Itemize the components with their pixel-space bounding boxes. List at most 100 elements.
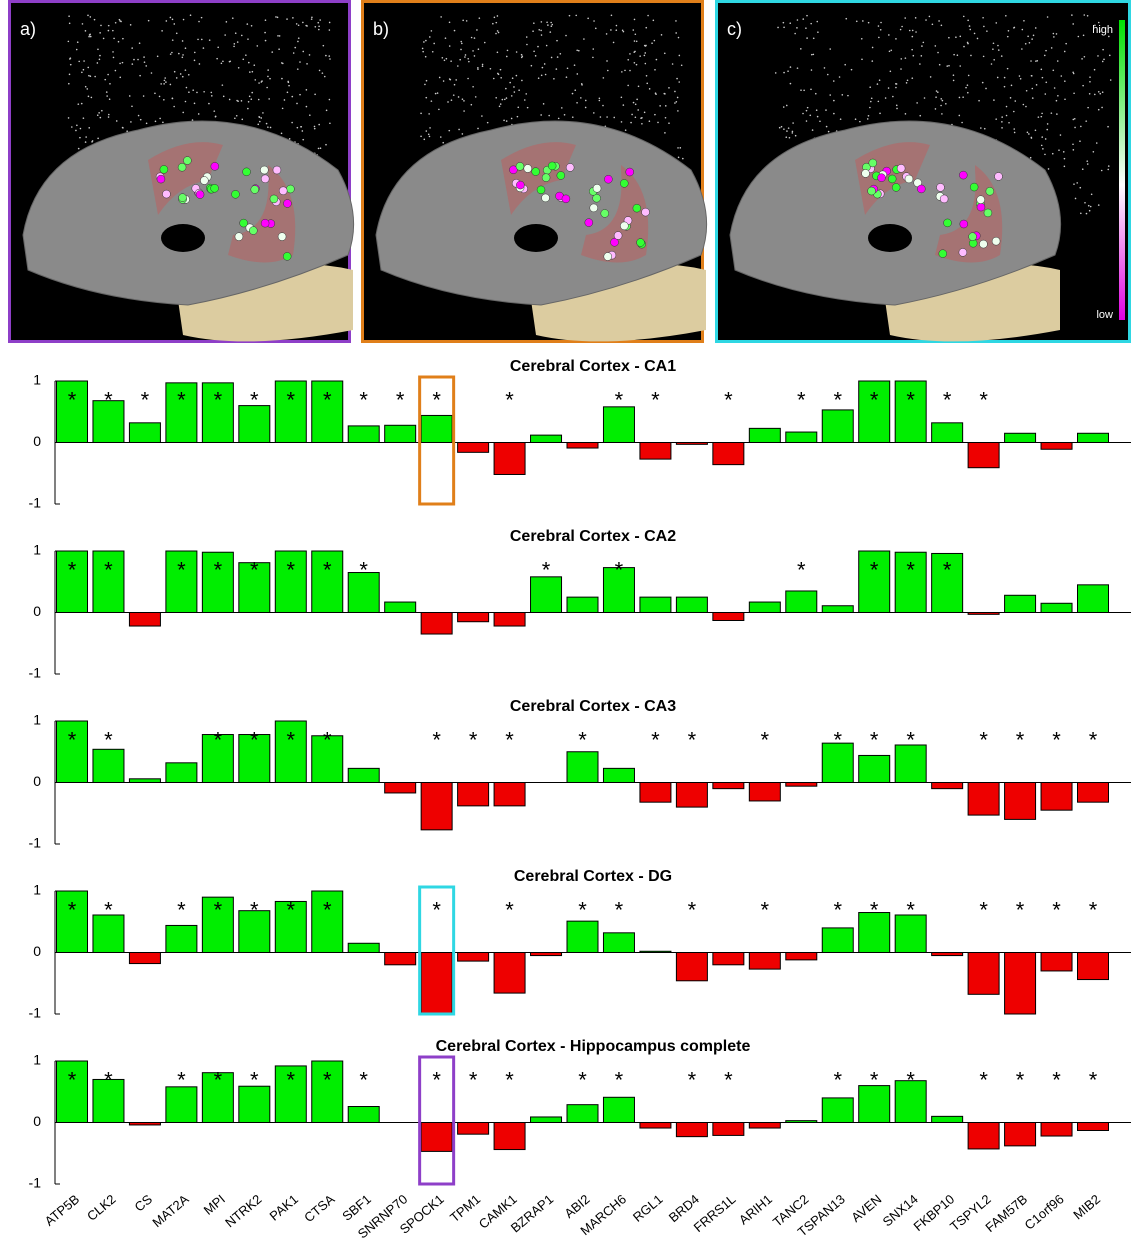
star-dot [576, 49, 578, 51]
star-dot [1044, 154, 1046, 156]
star-dot [522, 55, 524, 57]
star-dot [911, 49, 913, 51]
star-dot [1021, 48, 1023, 50]
star-dot [610, 29, 612, 31]
star-dot [572, 116, 574, 118]
star-dot [585, 107, 587, 109]
star-dot [443, 80, 445, 82]
star-dot [217, 46, 219, 48]
star-dot [258, 82, 260, 84]
star-dot [855, 118, 857, 120]
star-dot [68, 83, 70, 85]
star-dot [828, 131, 830, 133]
sample-sphere [283, 252, 291, 260]
star-dot [948, 37, 950, 39]
star-dot [429, 36, 431, 38]
star-dot [329, 122, 331, 124]
star-dot [659, 105, 661, 107]
star-dot [970, 55, 972, 57]
star-dot [173, 106, 175, 108]
star-dot [845, 18, 847, 20]
star-dot [109, 98, 111, 100]
star-dot [930, 76, 932, 78]
bar [640, 783, 671, 803]
star-dot [1028, 133, 1030, 135]
star-dot [524, 99, 526, 101]
star-dot [68, 117, 70, 119]
star-dot [1052, 70, 1054, 72]
y-tick-label: 1 [33, 712, 41, 728]
chart-title: Cerebral Cortex - Hippocampus complete [436, 1038, 751, 1055]
star-dot [527, 107, 529, 109]
star-dot [131, 105, 133, 107]
significance-star: * [432, 388, 441, 413]
significance-star: * [359, 1068, 368, 1093]
star-dot [543, 103, 545, 105]
bar [494, 613, 525, 627]
star-dot [198, 21, 200, 23]
star-dot [471, 104, 473, 106]
significance-star: * [724, 388, 733, 413]
star-dot [120, 21, 122, 23]
star-dot [676, 78, 678, 80]
star-dot [182, 54, 184, 56]
chart-title: Cerebral Cortex - CA1 [510, 358, 676, 375]
star-dot [182, 76, 184, 78]
star-dot [471, 37, 473, 39]
star-dot [622, 30, 624, 32]
star-dot [911, 77, 913, 79]
sample-sphere [178, 163, 186, 171]
star-dot [800, 48, 802, 50]
star-dot [557, 56, 559, 58]
star-dot [318, 124, 320, 126]
star-dot [912, 36, 914, 38]
star-dot [422, 48, 424, 50]
star-dot [94, 76, 96, 78]
sample-sphere [566, 163, 574, 171]
star-dot [429, 136, 431, 138]
bar [494, 953, 525, 994]
star-dot [564, 114, 566, 116]
star-dot [322, 72, 324, 74]
star-dot [813, 37, 815, 39]
star-dot [878, 37, 880, 39]
star-dot [1056, 100, 1058, 102]
star-dot [444, 59, 446, 61]
star-dot [856, 20, 858, 22]
star-dot [595, 28, 597, 30]
star-dot [463, 110, 465, 112]
y-tick-label: 0 [33, 603, 41, 619]
star-dot [959, 65, 961, 67]
star-dot [1042, 77, 1044, 79]
sample-sphere [878, 174, 886, 182]
significance-star: * [870, 388, 879, 413]
bar [968, 953, 999, 995]
star-dot [309, 114, 311, 116]
star-dot [291, 96, 293, 98]
star-dot [107, 74, 109, 76]
star-dot [76, 125, 78, 127]
star-dot [1013, 128, 1015, 130]
bar [421, 415, 452, 442]
star-dot [815, 93, 817, 95]
star-dot [467, 78, 469, 80]
star-dot [498, 32, 500, 34]
bar [1005, 953, 1036, 1015]
bar [458, 443, 489, 453]
colorbar [1119, 20, 1125, 320]
star-dot [1025, 106, 1027, 108]
bar [968, 613, 999, 615]
significance-star: * [432, 728, 441, 753]
bar [786, 432, 817, 442]
sample-sphere [944, 219, 952, 227]
star-dot [599, 100, 601, 102]
star-dot [1102, 91, 1104, 93]
star-dot [249, 96, 251, 98]
sample-sphere [936, 183, 944, 191]
star-dot [1109, 55, 1111, 57]
star-dot [549, 31, 551, 33]
star-dot [241, 35, 243, 37]
star-dot [517, 116, 519, 118]
star-dot [1027, 132, 1029, 134]
star-dot [208, 103, 210, 105]
